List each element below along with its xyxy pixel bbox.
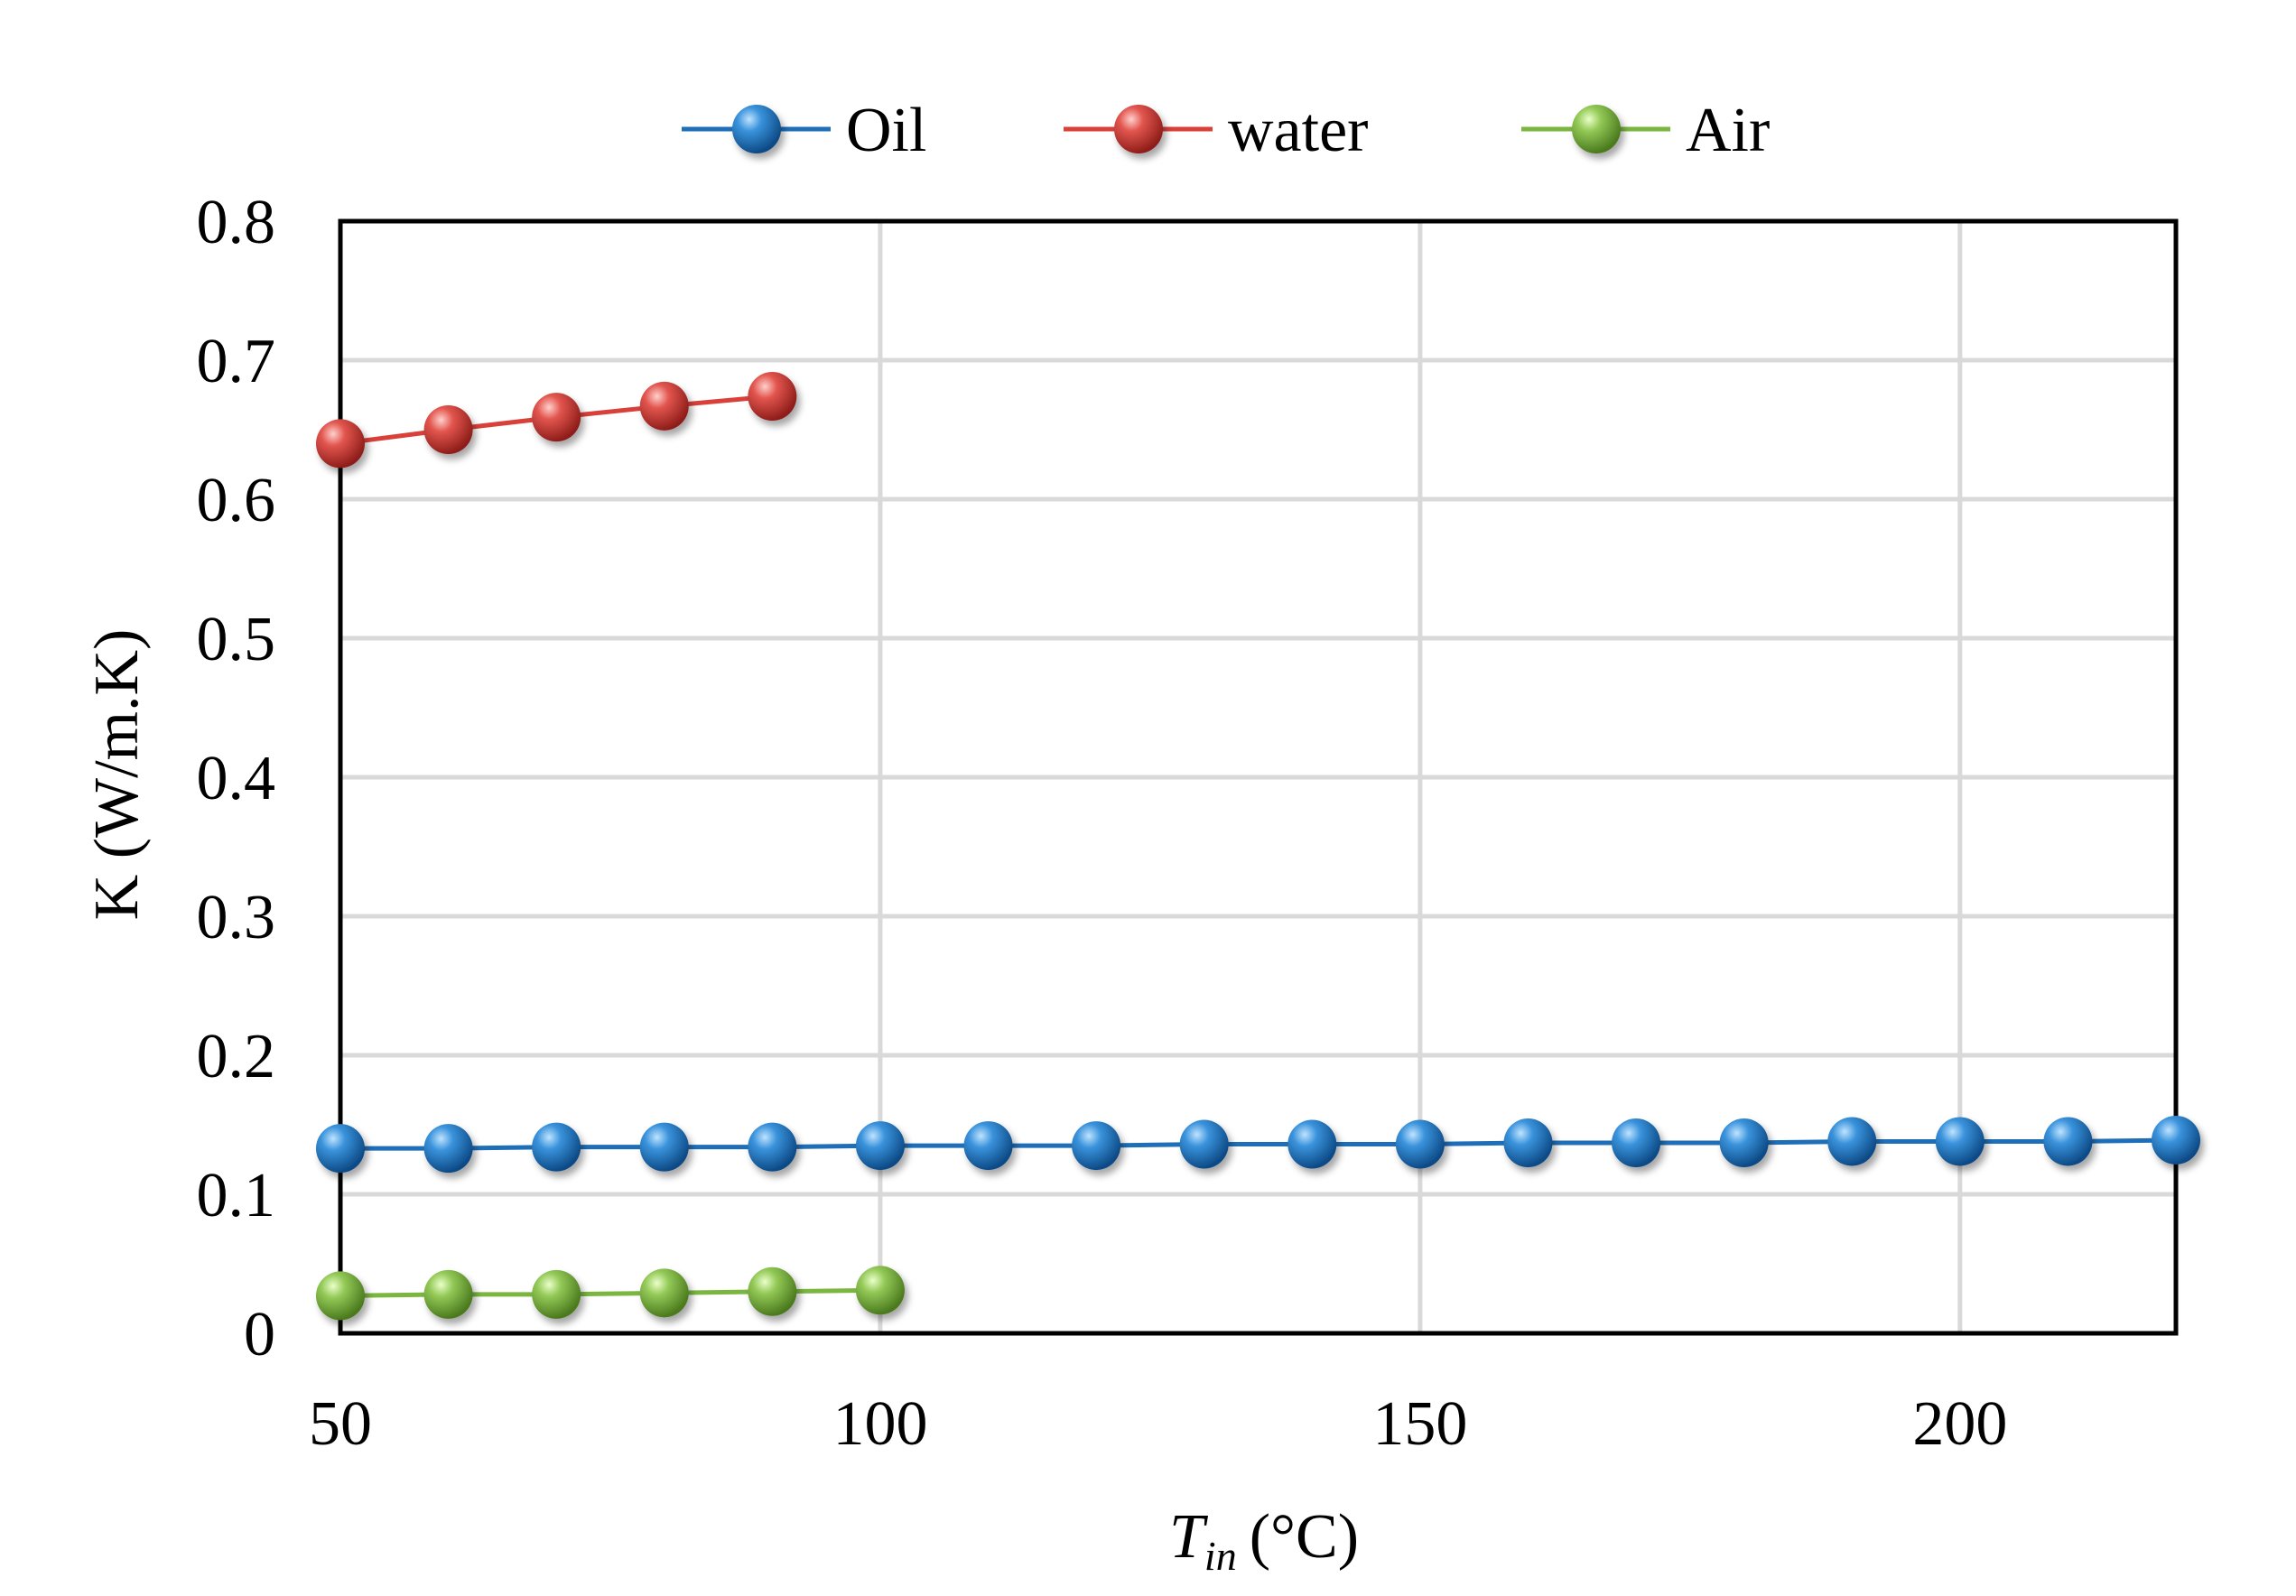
legend-swatch-marker [1114,105,1163,153]
air-data-point [316,1271,365,1321]
oil-data-point [1503,1118,1553,1168]
y-axis-title: K (W/m.K) [82,629,152,921]
oil-data-point [2152,1115,2200,1165]
y-tick-label: 0.4 [197,744,276,813]
y-tick-label: 0 [244,1300,275,1369]
legend-item-air: Air [1521,96,1770,165]
air-data-point [855,1266,905,1315]
water-data-point [423,405,473,454]
legend-swatch-marker [732,105,781,153]
air-data-point [748,1267,797,1316]
oil-data-point [1719,1118,1769,1168]
oil-data-point [639,1122,689,1172]
x-axis-tick-labels: 50 100 150 200 [309,1389,2007,1459]
y-tick-label: 0.1 [197,1161,276,1230]
oil-data-point [1827,1117,1877,1166]
legend-item-water: water [1064,96,1368,165]
series-water [316,372,797,469]
oil-series-line [340,1137,2177,1151]
water-data-point [316,419,365,469]
water-data-point [639,381,689,431]
oil-data-point [2043,1117,2093,1166]
oil-data-point [1395,1119,1445,1169]
y-tick-label: 0.5 [197,605,276,674]
x-axis-title-subscript: in [1204,1533,1237,1579]
series-oil [316,1115,2200,1174]
y-axis-tick-labels: 0 0.1 0.2 0.3 0.4 0.5 0.6 0.7 0.8 [197,188,276,1369]
oil-data-point [1935,1117,1985,1166]
y-tick-label: 0.8 [197,188,276,257]
gridlines [338,218,2176,1336]
y-tick-label: 0.6 [197,466,276,535]
air-data-point [423,1269,473,1319]
legend-item-oil: Oil [682,96,926,165]
oil-data-point [1287,1119,1337,1169]
water-data-point [748,372,797,422]
oil-data-point [532,1122,581,1172]
y-tick-label: 0.7 [197,327,276,396]
oil-data-point [963,1121,1013,1171]
oil-data-point [423,1124,473,1174]
water-data-point [532,393,581,442]
air-data-point [639,1268,689,1318]
oil-data-point [1612,1118,1661,1168]
x-tick-label: 50 [309,1389,372,1459]
series-air [316,1266,905,1321]
oil-data-point [1179,1119,1229,1169]
air-data-point [532,1269,581,1319]
oil-data-point [316,1124,365,1174]
x-axis-title-symbol: T [1169,1502,1209,1572]
x-tick-label: 150 [1372,1389,1467,1459]
legend-label-oil: Oil [846,96,926,165]
oil-data-point [1072,1121,1121,1171]
y-tick-label: 0.3 [197,883,276,952]
plot-area-frame [338,218,2179,1336]
y-tick-label: 0.2 [197,1022,276,1091]
series-layer [316,372,2200,1321]
air-series-line [339,1287,880,1298]
oil-data-point [748,1122,797,1172]
x-axis-title-unit: (°C) [1250,1502,1359,1572]
legend-swatch-marker [1572,105,1621,153]
legend-label-air: Air [1686,96,1770,165]
x-axis-title: Tin (°C) [1169,1502,1359,1579]
x-tick-label: 100 [832,1389,927,1459]
x-tick-label: 200 [1912,1389,2007,1459]
oil-data-point [855,1121,905,1171]
legend-label-water: water [1228,96,1368,165]
legend: Oil water Air [682,96,1770,165]
